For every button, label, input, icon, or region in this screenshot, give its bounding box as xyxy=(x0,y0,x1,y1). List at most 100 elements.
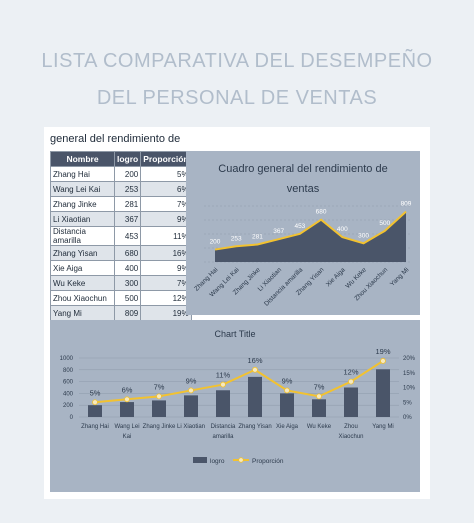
legend-swatch-logro xyxy=(193,457,207,463)
x-tick-label: Li Xiaotian xyxy=(177,424,205,430)
line-marker xyxy=(252,366,258,373)
cell-name: Wu Keke xyxy=(50,275,115,291)
data-label: 367 xyxy=(273,228,284,235)
data-label: 809 xyxy=(401,201,412,208)
bar xyxy=(344,387,358,417)
cell-name: Distancia amarilla xyxy=(50,226,115,246)
table-row: Xie Aiga 400 9% xyxy=(50,260,192,276)
y-right-tick-label: 20% xyxy=(403,356,416,362)
cell-logro: 453 xyxy=(113,226,142,246)
line-marker xyxy=(348,378,354,385)
cell-name: Wang Lei Kai xyxy=(50,181,115,197)
y-right-tick-label: 10% xyxy=(403,386,416,392)
x-tick-label: Xiaochun xyxy=(338,434,363,440)
cell-logro: 281 xyxy=(113,196,142,212)
cell-logro: 500 xyxy=(113,290,142,306)
legend-label: logro xyxy=(210,458,225,465)
cell-name: Zhang Jinke xyxy=(50,196,115,212)
data-label: 281 xyxy=(252,234,263,241)
line-marker xyxy=(316,393,322,400)
performance-table: Nombre logro Proporción Zhang Hai 200 5% Wa… xyxy=(50,151,192,336)
line-marker xyxy=(188,387,194,394)
x-tick-label: Zhou xyxy=(344,424,358,430)
data-label: 12% xyxy=(343,368,358,377)
y-right-tick-label: 0% xyxy=(403,415,412,421)
cell-proporcion: 7% xyxy=(140,196,192,212)
x-tick-label: Distancia xyxy=(211,424,236,430)
bar xyxy=(280,393,294,417)
bar xyxy=(120,402,134,417)
data-label: 11% xyxy=(216,371,231,380)
x-tick-label: Wang Lei xyxy=(114,424,139,430)
data-label: 9% xyxy=(186,376,197,385)
data-label: 7% xyxy=(154,382,165,391)
cell-logro: 253 xyxy=(113,181,142,197)
cell-logro: 367 xyxy=(113,211,142,227)
cell-logro: 400 xyxy=(113,260,142,276)
line-marker xyxy=(284,387,290,394)
data-label: 680 xyxy=(316,209,327,216)
cell-proporcion: 12% xyxy=(140,290,192,306)
cell-name: Li Xiaotian xyxy=(50,211,115,227)
chart-title: ventas xyxy=(287,183,320,195)
bar xyxy=(248,376,262,417)
cell-name: Zhou Xiaochun xyxy=(50,290,115,306)
x-tick-label: Wu Keke xyxy=(307,424,332,430)
x-tick-label: Yang Mi xyxy=(389,266,410,287)
data-label: 253 xyxy=(231,235,242,242)
data-label: 300 xyxy=(358,232,369,239)
table-row: Zhang Hai 200 5% xyxy=(50,166,192,182)
data-label: 500 xyxy=(379,220,390,227)
line-marker xyxy=(220,381,226,388)
line-marker xyxy=(124,396,130,403)
y-left-tick-label: 400 xyxy=(63,391,74,397)
bar xyxy=(184,395,198,417)
y-left-tick-label: 800 xyxy=(63,368,74,374)
table-header-row: Nombre logro Proporción xyxy=(50,151,192,167)
table-row: Zhang Jinke 281 7% xyxy=(50,196,192,212)
legend-label: Proporción xyxy=(252,458,284,465)
table-row: Wang Lei Kai 253 6% xyxy=(50,181,192,197)
cell-proporcion: 16% xyxy=(140,245,192,261)
cell-logro: 680 xyxy=(113,245,142,261)
table-row: Distancia amarilla 453 11% xyxy=(50,226,192,246)
cell-logro: 809 xyxy=(113,305,142,321)
cell-proporcion: 9% xyxy=(140,260,192,276)
combo-chart: Chart Title 0 200 400 600 800 1000 0% 5% 10% 15% 20… xyxy=(60,329,416,465)
bar xyxy=(88,405,102,417)
data-label: 400 xyxy=(337,226,348,233)
cell-proporcion: 6% xyxy=(140,181,192,197)
y-right-tick-label: 15% xyxy=(403,371,416,377)
bar xyxy=(152,400,166,417)
data-label: 19% xyxy=(375,347,390,356)
header-proporcion: Proporción xyxy=(140,151,192,167)
cell-proporcion: 19% xyxy=(140,305,192,321)
cell-proporcion: 11% xyxy=(140,226,192,246)
line-marker xyxy=(380,358,386,364)
legend-marker xyxy=(238,457,244,463)
y-left-tick-label: 1000 xyxy=(60,356,74,362)
cell-proporcion: 9% xyxy=(140,211,192,227)
y-right-tick-label: 5% xyxy=(403,400,412,406)
area-fill xyxy=(215,211,406,262)
line-marker xyxy=(92,399,98,406)
data-label: 453 xyxy=(294,223,305,230)
x-tick-label: Distancia amarilla xyxy=(263,266,304,307)
chart-title: Chart Title xyxy=(214,329,255,339)
data-label: 6% xyxy=(122,385,133,394)
page-title-line2: DEL PERSONAL DE VENTAS xyxy=(96,87,378,109)
area-chart: Cuadro general del rendimiento de ventas 2… xyxy=(193,163,412,308)
header-logro: logro xyxy=(113,151,142,167)
proportion-line xyxy=(94,360,384,404)
data-label: 5% xyxy=(90,388,101,397)
cell-logro: 200 xyxy=(113,166,142,182)
data-label: 9% xyxy=(282,376,293,385)
data-label: 200 xyxy=(210,239,221,246)
cell-name: Zhang Yisan xyxy=(50,245,115,261)
cell-name: Xie Aiga xyxy=(50,260,115,276)
cell-proporcion: 5% xyxy=(140,166,192,182)
table-row: Wu Keke 300 7% xyxy=(50,275,192,291)
x-tick-label: Zhang Yisan xyxy=(238,424,271,430)
data-label: 16% xyxy=(247,356,262,365)
x-tick-label: amarilla xyxy=(212,434,234,440)
